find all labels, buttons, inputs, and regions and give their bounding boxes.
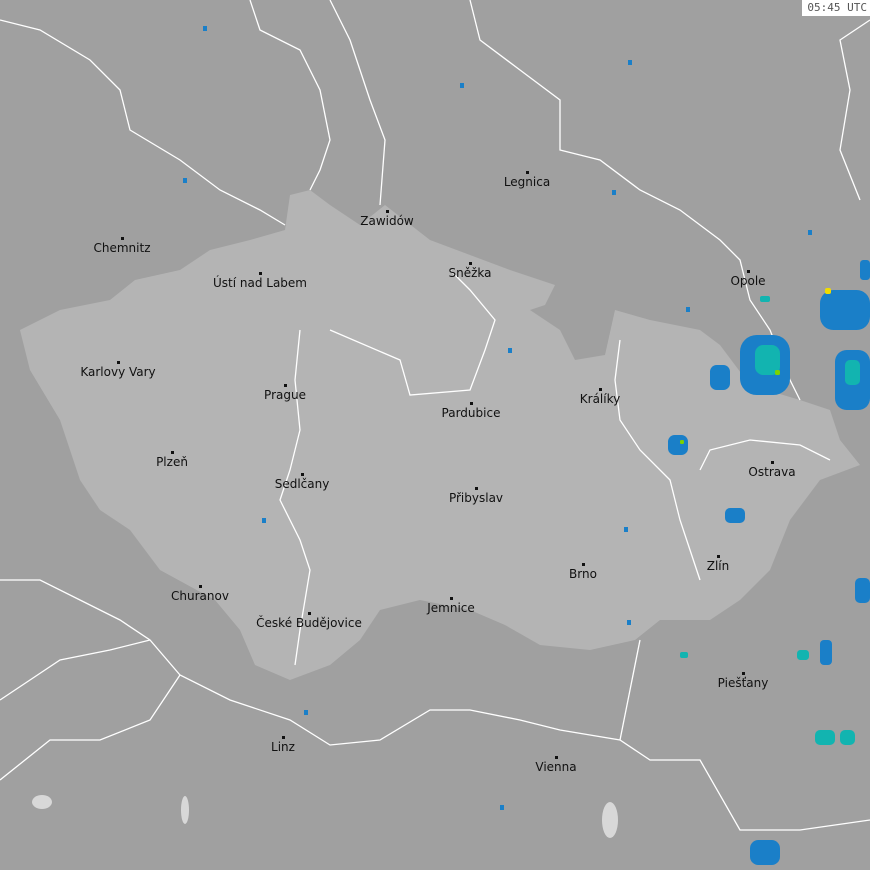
city-label: Karlovy Vary bbox=[80, 365, 156, 379]
city-dot bbox=[717, 555, 720, 558]
radar-echo bbox=[825, 288, 831, 294]
radar-echo bbox=[820, 640, 832, 665]
city-dot bbox=[747, 270, 750, 273]
city-dot bbox=[284, 384, 287, 387]
radar-echo bbox=[203, 26, 207, 31]
city-label: Piešťany bbox=[717, 676, 769, 690]
city-dot bbox=[450, 597, 453, 600]
city-dot bbox=[308, 612, 311, 615]
city-label: České Budějovice bbox=[256, 616, 362, 630]
city-dot bbox=[171, 451, 174, 454]
radar-echo bbox=[304, 710, 308, 715]
city-dot bbox=[469, 262, 472, 265]
city-dot bbox=[582, 563, 585, 566]
radar-echo bbox=[860, 260, 870, 280]
radar-echo bbox=[725, 508, 745, 523]
city-label: Zawidów bbox=[360, 214, 414, 228]
city-dot bbox=[599, 388, 602, 391]
radar-echo bbox=[820, 290, 870, 330]
radar-echo bbox=[262, 518, 266, 523]
radar-echo bbox=[840, 730, 855, 745]
radar-echo bbox=[627, 620, 631, 625]
borders bbox=[0, 0, 870, 831]
city-dot bbox=[386, 210, 389, 213]
radar-echo bbox=[760, 296, 770, 302]
city-dot bbox=[117, 361, 120, 364]
radar-echo bbox=[668, 435, 688, 455]
czech-republic-area bbox=[20, 190, 860, 680]
radar-echo bbox=[815, 730, 835, 745]
radar-echo bbox=[460, 83, 464, 88]
city-label: Ostrava bbox=[748, 465, 796, 479]
radar-echo bbox=[680, 440, 684, 444]
city-dot bbox=[475, 487, 478, 490]
city-dot bbox=[301, 473, 304, 476]
radar-echo bbox=[750, 840, 780, 865]
city-label: Brno bbox=[569, 567, 597, 581]
city-dot bbox=[121, 237, 124, 240]
radar-echo bbox=[624, 527, 628, 532]
city-label: Prague bbox=[264, 388, 306, 402]
radar-echo bbox=[755, 345, 780, 375]
city-label: Legnica bbox=[503, 175, 551, 189]
city-label: Přibyslav bbox=[448, 491, 504, 505]
radar-echo bbox=[183, 178, 187, 183]
city-dot bbox=[771, 461, 774, 464]
radar-echo bbox=[686, 307, 690, 312]
radar-echoes bbox=[183, 26, 870, 865]
city-dot bbox=[555, 756, 558, 759]
radar-echo bbox=[628, 60, 632, 65]
city-dot bbox=[259, 272, 262, 275]
city-label: Plzeň bbox=[156, 455, 188, 469]
city-dot bbox=[526, 171, 529, 174]
radar-echo bbox=[855, 578, 870, 603]
radar-echo bbox=[808, 230, 812, 235]
radar-echo bbox=[710, 365, 730, 390]
radar-echo bbox=[680, 652, 688, 658]
city-label: Sněžka bbox=[448, 266, 492, 280]
city-dot bbox=[199, 585, 202, 588]
radar-echo bbox=[775, 370, 780, 375]
city-dot bbox=[742, 672, 745, 675]
radar-echo bbox=[797, 650, 809, 660]
radar-echo bbox=[612, 190, 616, 195]
city-label: Chemnitz bbox=[93, 241, 151, 255]
radar-echo bbox=[500, 805, 504, 810]
city-label: Jemnice bbox=[427, 601, 475, 615]
radar-echo bbox=[508, 348, 512, 353]
city-label: Zlín bbox=[706, 559, 730, 573]
city-label: Vienna bbox=[535, 760, 577, 774]
city-dot bbox=[282, 736, 285, 739]
city-label: Linz bbox=[271, 740, 295, 754]
city-label: Sedlčany bbox=[274, 477, 330, 491]
city-label: Pardubice bbox=[441, 406, 501, 420]
city-label: Opole bbox=[730, 274, 766, 288]
city-label: Králíky bbox=[579, 392, 621, 406]
city-label: Churanov bbox=[171, 589, 229, 603]
radar-echo bbox=[845, 360, 860, 385]
city-label: Ústí nad Labem bbox=[212, 276, 308, 290]
lakes bbox=[32, 795, 618, 838]
city-dot bbox=[470, 402, 473, 405]
timestamp: 05:45 UTC bbox=[802, 0, 870, 16]
